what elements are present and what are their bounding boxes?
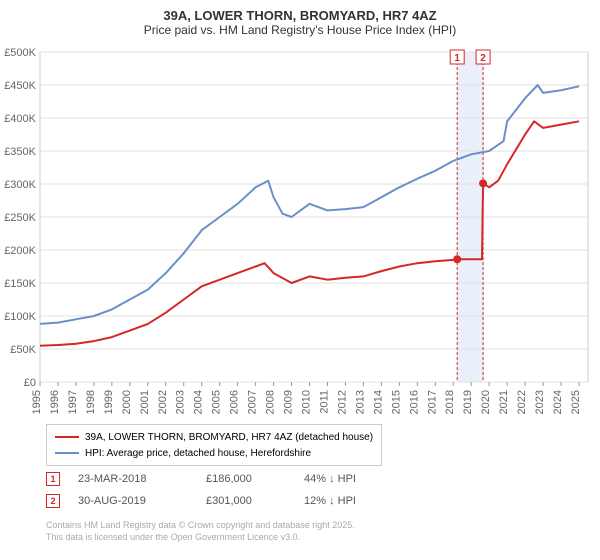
transaction-row: 1 23-MAR-2018 £186,000 44% ↓ HPI (46, 468, 424, 490)
svg-text:£250K: £250K (4, 212, 36, 224)
transaction-marker: 2 (46, 494, 60, 508)
svg-text:£200K: £200K (4, 245, 36, 257)
footer-line-2: This data is licensed under the Open Gov… (46, 532, 355, 544)
transaction-date: 30-AUG-2019 (78, 495, 188, 507)
svg-text:2017: 2017 (426, 390, 438, 414)
legend-swatch (55, 436, 79, 438)
transaction-diff: 12% ↓ HPI (304, 495, 424, 507)
legend-item: 39A, LOWER THORN, BROMYARD, HR7 4AZ (det… (55, 429, 373, 445)
svg-text:2022: 2022 (516, 390, 528, 414)
legend-label: HPI: Average price, detached house, Here… (85, 448, 311, 459)
legend-swatch (55, 452, 79, 454)
svg-text:£0: £0 (24, 377, 36, 389)
legend-label: 39A, LOWER THORN, BROMYARD, HR7 4AZ (det… (85, 432, 373, 443)
svg-text:2010: 2010 (301, 390, 313, 414)
footer-line-1: Contains HM Land Registry data © Crown c… (46, 520, 355, 532)
svg-text:1996: 1996 (49, 390, 61, 414)
svg-text:£100K: £100K (4, 311, 36, 323)
svg-text:2020: 2020 (480, 390, 492, 414)
svg-text:£350K: £350K (4, 146, 36, 158)
svg-text:1995: 1995 (31, 390, 43, 414)
svg-text:2006: 2006 (229, 390, 241, 414)
svg-text:2: 2 (480, 53, 486, 64)
svg-text:£400K: £400K (4, 113, 36, 125)
svg-text:1999: 1999 (103, 390, 115, 414)
svg-text:2009: 2009 (283, 390, 295, 414)
svg-text:£300K: £300K (4, 179, 36, 191)
svg-text:2013: 2013 (354, 390, 366, 414)
svg-text:1997: 1997 (67, 390, 79, 414)
transaction-price: £301,000 (206, 495, 286, 507)
svg-text:2012: 2012 (336, 390, 348, 414)
svg-text:£500K: £500K (4, 47, 36, 59)
svg-text:2021: 2021 (498, 390, 510, 414)
svg-text:1998: 1998 (85, 390, 97, 414)
svg-text:2015: 2015 (390, 390, 402, 414)
transaction-row: 2 30-AUG-2019 £301,000 12% ↓ HPI (46, 490, 424, 512)
transaction-marker: 1 (46, 472, 60, 486)
svg-text:2005: 2005 (211, 390, 223, 414)
transaction-diff: 44% ↓ HPI (304, 473, 424, 485)
transaction-price: £186,000 (206, 473, 286, 485)
svg-text:2011: 2011 (318, 390, 330, 414)
transaction-date: 23-MAR-2018 (78, 473, 188, 485)
svg-text:2001: 2001 (139, 390, 151, 414)
line-chart: £0 £50K £100K £150K £200K £250K £300K £350K £400… (0, 0, 600, 420)
svg-text:2002: 2002 (157, 390, 169, 414)
svg-text:2018: 2018 (444, 390, 456, 414)
footer-attribution: Contains HM Land Registry data © Crown c… (46, 520, 355, 543)
legend-item: HPI: Average price, detached house, Here… (55, 445, 373, 461)
svg-text:2019: 2019 (462, 390, 474, 414)
svg-text:2004: 2004 (193, 390, 205, 414)
svg-text:2008: 2008 (265, 390, 277, 414)
legend: 39A, LOWER THORN, BROMYARD, HR7 4AZ (det… (46, 424, 382, 466)
svg-text:£50K: £50K (10, 344, 36, 356)
transactions-table: 1 23-MAR-2018 £186,000 44% ↓ HPI 2 30-AUG-201… (46, 468, 424, 512)
svg-text:2016: 2016 (408, 390, 420, 414)
svg-text:£450K: £450K (4, 80, 36, 92)
svg-text:2003: 2003 (175, 390, 187, 414)
svg-text:1: 1 (454, 53, 460, 64)
svg-text:2000: 2000 (121, 390, 133, 414)
svg-text:2014: 2014 (372, 390, 384, 414)
svg-text:2007: 2007 (247, 390, 259, 414)
svg-text:2024: 2024 (552, 390, 564, 414)
svg-text:2025: 2025 (570, 390, 582, 414)
svg-text:2023: 2023 (534, 390, 546, 414)
svg-text:£150K: £150K (4, 278, 36, 290)
